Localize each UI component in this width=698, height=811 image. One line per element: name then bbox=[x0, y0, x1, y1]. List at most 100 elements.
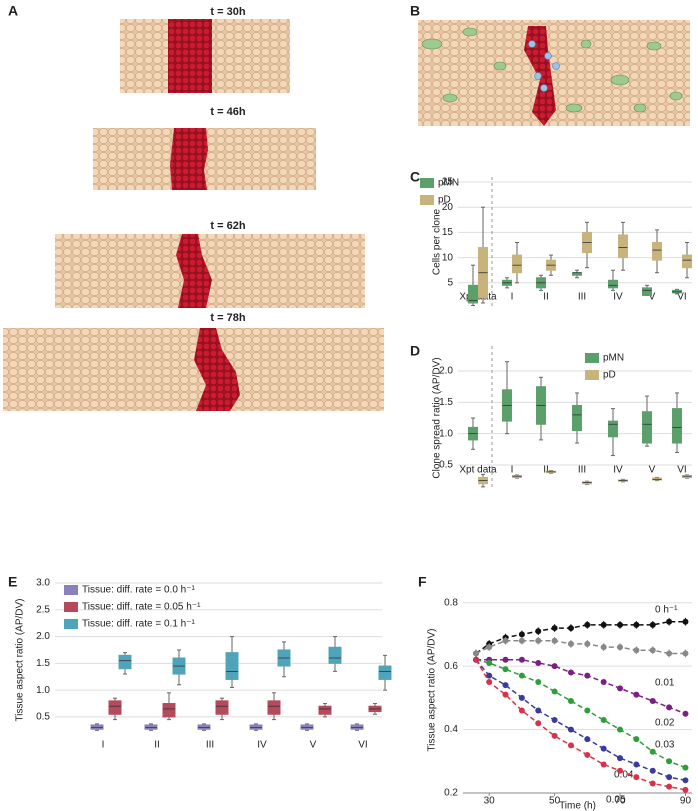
y-tick-label: 0.6 bbox=[444, 661, 458, 672]
point bbox=[666, 774, 673, 781]
y-tick-label: 0.8 bbox=[444, 597, 458, 608]
legend-swatch bbox=[64, 585, 78, 595]
clone bbox=[168, 19, 212, 93]
y-axis-title: Clone spread ratio (AP/DV) bbox=[432, 357, 443, 478]
y-tick-label: 20 bbox=[442, 202, 454, 213]
tissue bbox=[3, 328, 384, 411]
x-tick-label: 70 bbox=[614, 796, 626, 807]
box bbox=[215, 700, 229, 715]
point bbox=[486, 659, 493, 666]
x-tick-label: II bbox=[543, 465, 549, 476]
point bbox=[600, 761, 607, 768]
tissue bbox=[55, 234, 365, 308]
point bbox=[518, 694, 525, 701]
point bbox=[584, 736, 591, 743]
point bbox=[649, 780, 656, 787]
box bbox=[197, 724, 211, 730]
x-tick-label: VI bbox=[677, 292, 686, 303]
y-tick-label: 3.0 bbox=[36, 578, 50, 589]
box bbox=[318, 705, 332, 715]
point bbox=[535, 637, 542, 644]
x-tick-label: I bbox=[511, 465, 514, 476]
box bbox=[608, 420, 618, 438]
time-label: t = 78h bbox=[210, 312, 245, 324]
clone bbox=[170, 128, 208, 190]
point bbox=[666, 783, 673, 790]
panel-label: F bbox=[418, 574, 427, 590]
x-tick-label: 90 bbox=[680, 796, 692, 807]
time-label: t = 30h bbox=[210, 6, 245, 18]
legend-label: pMN bbox=[603, 353, 624, 364]
point bbox=[486, 678, 493, 685]
series-label: 0.04 bbox=[614, 770, 634, 781]
box bbox=[642, 411, 652, 444]
legend-label: Tissue: diff. rate = 0.1 h⁻¹ bbox=[82, 619, 196, 630]
box bbox=[512, 254, 522, 274]
point bbox=[682, 618, 689, 625]
point bbox=[567, 625, 574, 632]
series-label: 0 h⁻¹ bbox=[655, 605, 678, 616]
legend-label: Tissue: diff. rate = 0.05 h⁻¹ bbox=[82, 602, 201, 613]
series-label: 0.05 bbox=[606, 795, 626, 806]
blue-cells bbox=[528, 40, 560, 92]
point bbox=[666, 758, 673, 765]
point bbox=[567, 640, 574, 647]
point bbox=[584, 640, 591, 647]
point bbox=[633, 621, 640, 628]
clone bbox=[194, 328, 240, 411]
y-tick-label: 0.5 bbox=[36, 712, 50, 723]
point bbox=[567, 698, 574, 705]
green-cells bbox=[421, 27, 683, 113]
x-tick-label: VI bbox=[358, 740, 367, 751]
point bbox=[633, 774, 640, 781]
box bbox=[572, 404, 582, 432]
point bbox=[617, 644, 624, 651]
box bbox=[225, 652, 239, 680]
box bbox=[468, 284, 478, 304]
point bbox=[682, 764, 689, 771]
x-tick-label: Xpt data bbox=[459, 465, 497, 476]
panel-a: A t = 30h t = 46h t = 62h t = 78h bbox=[3, 3, 384, 411]
point bbox=[518, 707, 525, 714]
point bbox=[551, 625, 558, 632]
y-tick-label: 1.5 bbox=[439, 397, 453, 408]
box bbox=[267, 700, 281, 715]
x-tick-label: I bbox=[102, 740, 105, 751]
box bbox=[682, 254, 692, 269]
point bbox=[649, 621, 656, 628]
legend-swatch bbox=[585, 370, 599, 380]
x-tick-label: IV bbox=[613, 465, 623, 476]
box bbox=[118, 654, 132, 670]
point bbox=[600, 745, 607, 752]
y-tick-label: 0.4 bbox=[444, 724, 458, 735]
y-tick-label: 25 bbox=[442, 177, 454, 188]
x-tick-label: IV bbox=[613, 292, 623, 303]
x-axis-title: Time (h) bbox=[559, 801, 596, 811]
panel-label: A bbox=[8, 3, 18, 19]
point bbox=[633, 691, 640, 698]
point bbox=[600, 621, 607, 628]
point bbox=[682, 650, 689, 657]
box bbox=[608, 279, 618, 289]
x-tick-label: V bbox=[649, 465, 656, 476]
point bbox=[617, 767, 624, 774]
point bbox=[535, 678, 542, 685]
y-tick-label: 5 bbox=[447, 277, 453, 288]
y-tick-label: 1.0 bbox=[36, 685, 50, 696]
point bbox=[502, 656, 509, 663]
legend-swatch bbox=[64, 602, 78, 612]
point bbox=[617, 685, 624, 692]
point bbox=[486, 644, 493, 651]
legend-swatch bbox=[420, 195, 434, 205]
point bbox=[682, 777, 689, 784]
point bbox=[535, 720, 542, 727]
point bbox=[518, 672, 525, 679]
legend-label: pD bbox=[603, 370, 616, 381]
time-label: t = 46h bbox=[210, 106, 245, 118]
x-tick-label: III bbox=[578, 465, 586, 476]
box bbox=[108, 700, 122, 715]
point bbox=[535, 707, 542, 714]
x-tick-label: V bbox=[649, 292, 656, 303]
point bbox=[584, 707, 591, 714]
